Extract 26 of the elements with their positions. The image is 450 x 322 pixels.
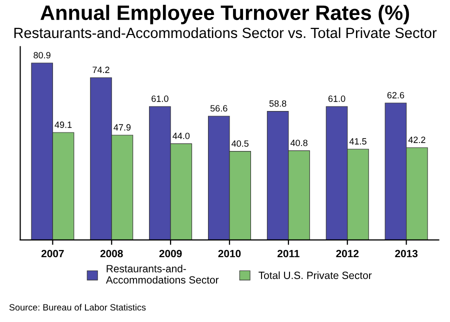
data-label: 47.9 bbox=[114, 124, 131, 131]
x-tick-label: 2011 bbox=[278, 250, 300, 258]
data-label: 42.2 bbox=[408, 136, 426, 143]
source-note: Source: Bureau of Labor Statistics bbox=[9, 304, 146, 311]
data-label: 61.0 bbox=[328, 96, 346, 102]
data-label: 40.5 bbox=[232, 140, 249, 147]
legend-label: Restaurants-and- Accommodations Sector bbox=[106, 264, 219, 284]
chart-subtitle: Restaurants-and-Accommodations Sector vs. Total Private Sector bbox=[14, 27, 437, 38]
data-label: 58.8 bbox=[269, 100, 286, 107]
x-tick-label: 2012 bbox=[336, 250, 359, 258]
x-tick-label: 2010 bbox=[218, 250, 241, 258]
data-label: 41.5 bbox=[349, 138, 366, 145]
x-tick-label: 2007 bbox=[41, 250, 64, 258]
data-label: 40.8 bbox=[290, 140, 308, 146]
chart-title: Annual Employee Turnover Rates (%) bbox=[40, 4, 410, 24]
x-tick-label: 2009 bbox=[159, 250, 182, 258]
x-tick-label: 2008 bbox=[100, 250, 123, 258]
x-tick-label: 2013 bbox=[395, 250, 418, 258]
data-label: 49.1 bbox=[54, 122, 72, 128]
data-label: 80.9 bbox=[34, 52, 50, 58]
data-label: 56.6 bbox=[210, 105, 228, 112]
data-label: 61.0 bbox=[152, 96, 168, 102]
legend-label: Total U.S. Private Sector bbox=[258, 271, 372, 280]
data-label: 44.0 bbox=[172, 132, 190, 140]
data-label: 62.6 bbox=[387, 92, 404, 98]
data-label: 74.2 bbox=[92, 66, 110, 73]
